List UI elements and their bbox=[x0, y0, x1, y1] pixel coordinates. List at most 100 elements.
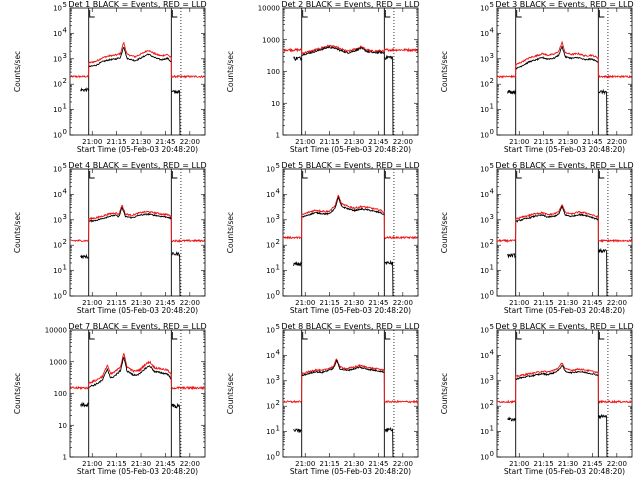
x-tick-label: 21:30 bbox=[131, 460, 151, 468]
y-tick-label: 10 bbox=[53, 55, 62, 63]
series-events-line bbox=[507, 416, 516, 422]
x-tick-label: 21:00 bbox=[509, 460, 529, 468]
panel-det-2: Det 2 BLACK = Events, RED = LLD 21:00 21:1… bbox=[226, 0, 420, 154]
x-axis-label: Start Time (05-Feb-03 20:48:20) bbox=[290, 145, 411, 154]
y-tick-label: 10 bbox=[480, 403, 489, 411]
y-tick-label: 1000 bbox=[262, 36, 280, 44]
flag-mark bbox=[516, 332, 522, 340]
y-tick-label: 10 bbox=[480, 216, 489, 224]
y-tick-exponent: 5 bbox=[63, 162, 67, 170]
x-tick-label: 22:00 bbox=[607, 138, 627, 146]
x-tick-label: 21:45 bbox=[582, 460, 602, 468]
series-events-line bbox=[384, 55, 394, 136]
x-tick-label: 21:00 bbox=[295, 138, 315, 146]
x-tick-label: 21:00 bbox=[82, 299, 102, 307]
y-tick-exponent: 0 bbox=[490, 450, 494, 458]
y-tick-label: 10 bbox=[53, 81, 62, 89]
x-tick-label: 21:30 bbox=[558, 138, 578, 146]
x-tick-label: 21:30 bbox=[131, 138, 151, 146]
series-lld-line bbox=[496, 40, 632, 79]
series-events-line bbox=[88, 356, 172, 388]
x-tick-label: 21:45 bbox=[155, 460, 175, 468]
flag-mark bbox=[598, 332, 605, 340]
y-tick-label: 10 bbox=[271, 100, 280, 108]
x-tick-label: 21:15 bbox=[320, 138, 340, 146]
y-tick-label: 10 bbox=[266, 242, 275, 250]
y-tick-exponent: 4 bbox=[63, 187, 68, 195]
y-axis-label: Counts/sec bbox=[13, 373, 22, 414]
y-tick-label: 10000 bbox=[258, 5, 280, 13]
y-tick-label: 1 bbox=[276, 132, 280, 140]
flag-mark bbox=[302, 332, 308, 340]
flag-mark bbox=[384, 332, 391, 340]
series-events-line bbox=[293, 261, 302, 267]
x-tick-label: 21:15 bbox=[107, 299, 127, 307]
panel-det-8: Det 8 BLACK = Events, RED = LLD 21:00 21:1… bbox=[226, 322, 420, 476]
y-axis-label: Counts/sec bbox=[440, 373, 449, 414]
x-tick-label: 21:15 bbox=[320, 299, 340, 307]
series-lld-line bbox=[282, 194, 418, 240]
flag-mark bbox=[302, 171, 308, 179]
y-tick-label: 10 bbox=[480, 242, 489, 250]
x-tick-label: 21:30 bbox=[344, 460, 364, 468]
series-events-line bbox=[80, 253, 89, 259]
series-lld-line bbox=[282, 358, 419, 404]
series-lld-line bbox=[282, 44, 419, 56]
y-tick-label: 10 bbox=[480, 132, 489, 140]
series-events-line bbox=[171, 250, 181, 297]
y-tick-exponent: 1 bbox=[63, 103, 67, 111]
series-events-line bbox=[598, 247, 608, 297]
flag-mark bbox=[89, 171, 95, 179]
flag-mark bbox=[516, 171, 522, 179]
panel-title: Det 6 BLACK = Events, RED = LLD bbox=[495, 161, 633, 170]
plot-frame bbox=[496, 168, 633, 297]
y-tick-label: 10 bbox=[266, 428, 275, 436]
series-events-line bbox=[293, 428, 302, 434]
x-tick-label: 21:45 bbox=[155, 138, 175, 146]
y-tick-exponent: 1 bbox=[490, 264, 494, 272]
y-tick-label: 10 bbox=[480, 454, 489, 462]
y-tick-label: 1 bbox=[63, 454, 67, 462]
y-tick-label: 10 bbox=[480, 55, 489, 63]
y-tick-exponent: 3 bbox=[490, 52, 494, 60]
y-axis-label: Counts/sec bbox=[440, 51, 449, 92]
series-events-line bbox=[507, 253, 516, 259]
y-tick-label: 10 bbox=[480, 267, 489, 275]
y-tick-exponent: 4 bbox=[490, 348, 495, 356]
panel-title: Det 3 BLACK = Events, RED = LLD bbox=[495, 0, 633, 9]
panel-det-7: Det 7 BLACK = Events, RED = LLD 21:00 21:1… bbox=[13, 322, 207, 476]
y-tick-exponent: 3 bbox=[276, 213, 280, 221]
y-axis-label: Counts/sec bbox=[226, 51, 235, 92]
y-tick-exponent: 5 bbox=[276, 323, 280, 331]
series-events-line bbox=[384, 426, 394, 458]
y-tick-label: 10 bbox=[53, 242, 62, 250]
y-tick-exponent: 5 bbox=[490, 1, 494, 9]
flag-mark bbox=[598, 171, 605, 179]
y-tick-label: 10 bbox=[53, 216, 62, 224]
x-axis-label: Start Time (05-Feb-03 20:48:20) bbox=[77, 306, 198, 315]
y-tick-exponent: 1 bbox=[490, 103, 494, 111]
y-tick-label: 10 bbox=[480, 352, 489, 360]
y-tick-exponent: 0 bbox=[276, 450, 280, 458]
y-tick-exponent: 2 bbox=[490, 399, 494, 407]
y-tick-label: 10 bbox=[266, 293, 275, 301]
y-tick-label: 10 bbox=[480, 377, 489, 385]
series-events-line bbox=[598, 413, 608, 458]
y-axis-label: Counts/sec bbox=[226, 373, 235, 414]
y-tick-exponent: 5 bbox=[63, 1, 67, 9]
y-tick-label: 10 bbox=[266, 403, 275, 411]
y-tick-exponent: 3 bbox=[490, 213, 494, 221]
y-tick-label: 1000 bbox=[49, 358, 67, 366]
x-tick-label: 21:15 bbox=[534, 460, 554, 468]
y-tick-label: 10 bbox=[266, 216, 275, 224]
panel-title: Det 9 BLACK = Events, RED = LLD bbox=[495, 322, 633, 331]
y-tick-label: 10 bbox=[266, 352, 275, 360]
panel-det-9: Det 9 BLACK = Events, RED = LLD 21:00 21:1… bbox=[440, 322, 634, 476]
panel-title: Det 2 BLACK = Events, RED = LLD bbox=[281, 0, 419, 9]
y-tick-label: 10 bbox=[58, 422, 67, 430]
y-tick-exponent: 3 bbox=[276, 374, 280, 382]
flag-mark bbox=[171, 171, 178, 179]
y-tick-exponent: 3 bbox=[490, 374, 494, 382]
x-tick-label: 21:45 bbox=[368, 299, 388, 307]
y-tick-exponent: 5 bbox=[276, 162, 280, 170]
